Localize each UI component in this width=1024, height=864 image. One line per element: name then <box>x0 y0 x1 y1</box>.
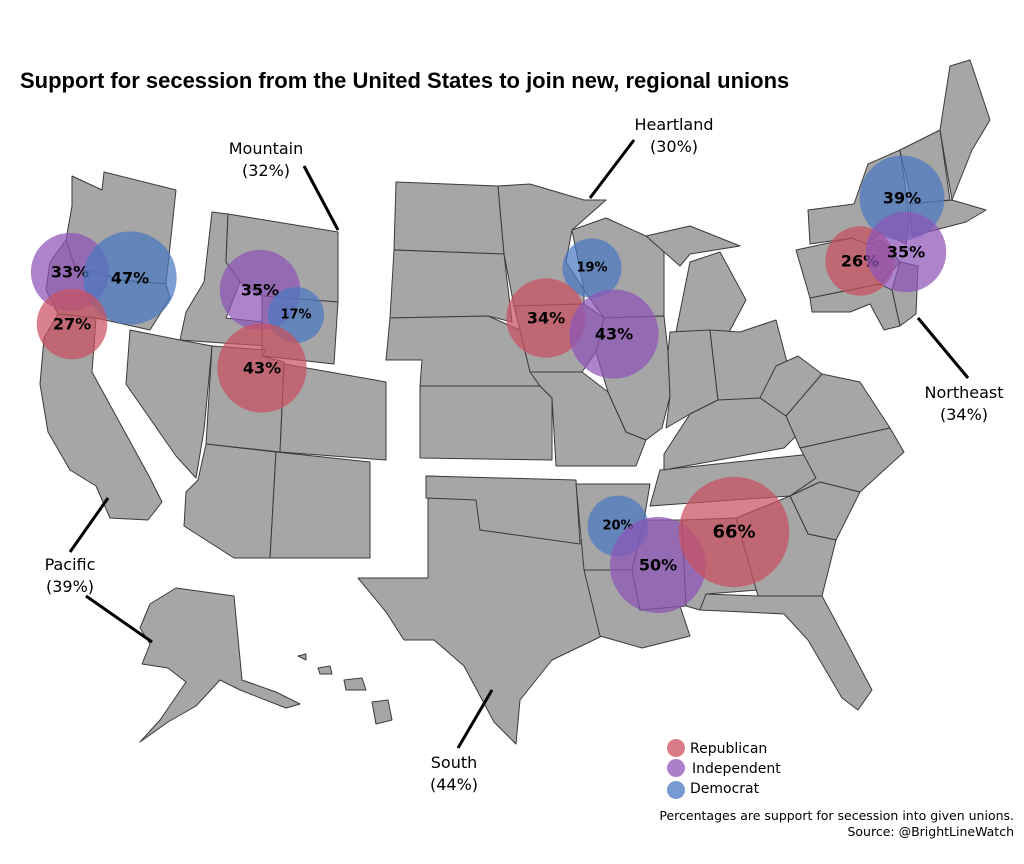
bubble-label: 34% <box>527 309 565 328</box>
bubble-circle <box>569 289 659 379</box>
leader-northeast <box>916 317 970 379</box>
legend: Republican Independent Democrat <box>667 739 781 799</box>
state-california <box>39 313 163 521</box>
bubble-label: 43% <box>243 359 281 378</box>
footnote: Percentages are support for secession in… <box>659 808 1014 823</box>
region-label-south: South (44%) <box>430 753 478 794</box>
state-nevada <box>125 329 213 479</box>
region-name: South <box>431 753 478 772</box>
leader-pacific <box>68 497 110 553</box>
bubble-label: 19% <box>576 261 607 276</box>
region-overall: (44%) <box>430 775 478 794</box>
state-kansas <box>419 385 553 461</box>
state-north-dakota <box>393 181 505 255</box>
bubble-label: 35% <box>887 243 925 262</box>
region-name: Mountain <box>229 139 304 158</box>
bubble-mountain-republican: 43% <box>217 323 307 413</box>
state-new-mexico <box>269 451 371 559</box>
bubble-circle <box>865 211 947 293</box>
state-hawaii <box>297 653 393 725</box>
state-florida <box>699 593 873 711</box>
state-south-dakota <box>389 249 513 323</box>
bubble-pacific-democrat: 47% <box>83 231 177 325</box>
region-label-northeast: Northeast (34%) <box>924 383 1003 424</box>
region-overall: (39%) <box>46 577 94 596</box>
bubble-label: 27% <box>53 315 91 334</box>
legend-label: Republican <box>690 741 767 757</box>
region-label-pacific: Pacific (39%) <box>45 555 96 596</box>
region-name: Heartland <box>634 115 713 134</box>
leader-south <box>456 689 494 749</box>
state-alaska <box>139 587 301 743</box>
state-virginia <box>785 373 891 449</box>
legend-swatch-democrat <box>667 781 685 799</box>
alaska-hawaii-shape <box>139 587 393 743</box>
bubble-label: 33% <box>51 263 89 282</box>
bubble-circle <box>83 231 177 325</box>
legend-item-independent: Independent <box>667 759 781 777</box>
legend-label: Democrat <box>690 781 760 797</box>
leader-alaska <box>85 594 153 644</box>
state-missouri <box>529 371 647 467</box>
bubble-label: 17% <box>280 308 311 323</box>
legend-swatch-independent <box>667 759 685 777</box>
bubble-heartland-independent: 43% <box>569 289 659 379</box>
region-name: Northeast <box>924 383 1003 402</box>
region-overall: (34%) <box>940 405 988 424</box>
bubble-pacific-republican: 27% <box>36 288 108 360</box>
bubble-label: 43% <box>595 325 633 344</box>
legend-item-democrat: Democrat <box>667 781 760 799</box>
legend-item-republican: Republican <box>667 739 767 757</box>
bubble-circle <box>506 278 586 358</box>
region-label-heartland: Heartland (30%) <box>634 115 713 156</box>
leader-mountain <box>302 165 340 231</box>
leader-heartland <box>588 139 636 199</box>
bubble-northeast-independent: 35% <box>865 211 947 293</box>
legend-swatch-republican <box>667 739 685 757</box>
region-overall: (32%) <box>242 161 290 180</box>
bubble-circle <box>562 238 622 298</box>
bubble-south-republican: 66% <box>678 476 790 588</box>
bubble-label: 66% <box>712 522 755 543</box>
state-colorado <box>279 363 387 461</box>
bubble-label: 47% <box>111 269 149 288</box>
source-credit: Source: @BrightLineWatch <box>847 824 1014 839</box>
bubble-circle <box>678 476 790 588</box>
state-oklahoma <box>425 475 581 545</box>
region-label-mountain: Mountain (32%) <box>229 139 304 180</box>
legend-label: Independent <box>692 761 781 777</box>
bubble-label: 50% <box>639 556 677 575</box>
map-title: Support for secession from the United St… <box>20 68 789 93</box>
bubble-circle <box>217 323 307 413</box>
region-overall: (30%) <box>650 137 698 156</box>
bubble-circle <box>36 288 108 360</box>
bubble-label: 35% <box>241 281 279 300</box>
region-name: Pacific <box>45 555 96 574</box>
bubble-heartland-republican: 34% <box>506 278 586 358</box>
support-bubbles: 33% 47%27%35%17%43%19%34%43%39%26% 35%20%5… <box>30 155 947 614</box>
bubble-label: 39% <box>883 189 921 208</box>
bubble-heartland-democrat: 19% <box>562 238 622 298</box>
